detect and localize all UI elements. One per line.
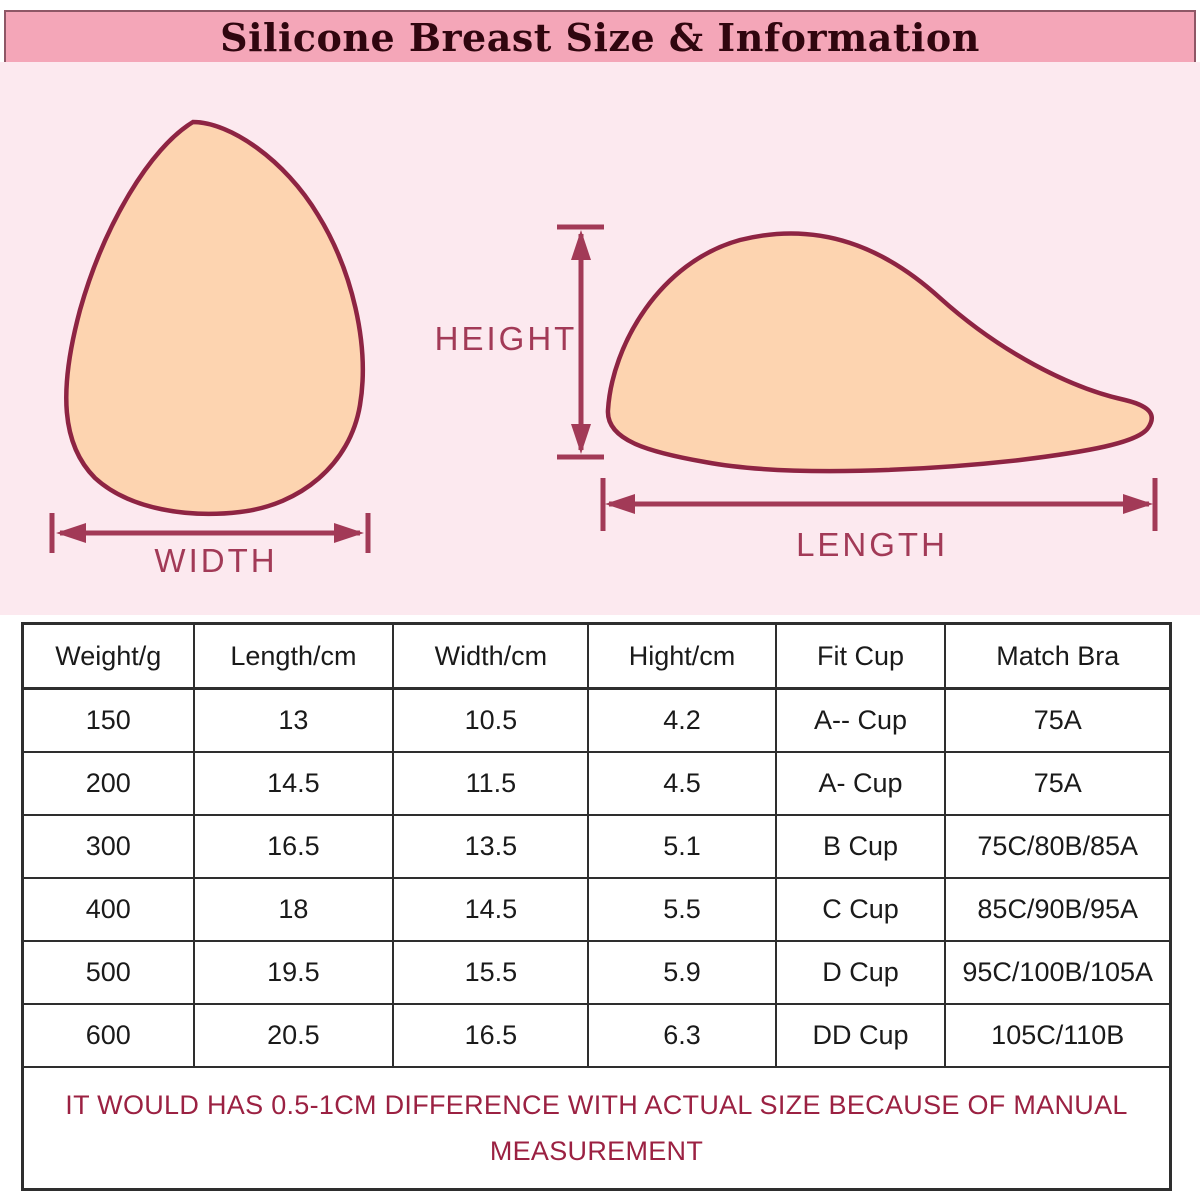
table-cell: C Cup [774, 877, 947, 942]
table-cell: 85C/90B/95A [944, 877, 1172, 942]
table-row: 300 16.5 13.5 5.1 B Cup 75C/80B/85A [21, 814, 1172, 879]
table-row: 500 19.5 15.5 5.9 D Cup 95C/100B/105A [21, 940, 1172, 1005]
column-header: Fit Cup [774, 622, 947, 690]
table-cell: 13 [192, 687, 395, 753]
table-row: 200 14.5 11.5 4.5 A- Cup 75A [21, 751, 1172, 816]
table-cell: 400 [21, 877, 195, 942]
table-cell: 300 [21, 814, 195, 879]
table-row: 600 20.5 16.5 6.3 DD Cup 105C/110B [21, 1003, 1172, 1068]
column-header: Weight/g [21, 622, 195, 690]
table-cell: 75A [944, 687, 1172, 753]
column-header: Width/cm [392, 622, 590, 690]
side-view-shape [605, 231, 1154, 474]
table-cell: 10.5 [392, 687, 590, 753]
measurement-note-line1: IT WOULD HAS 0.5-1CM DIFFERENCE WITH ACT… [65, 1090, 1128, 1120]
table-cell: 18 [192, 877, 395, 942]
column-header: Hight/cm [587, 622, 777, 690]
size-diagram: WIDTH HEIGHT LENGTH [49, 119, 1158, 579]
table-cell: 95C/100B/105A [944, 940, 1172, 1005]
column-header: Length/cm [192, 622, 395, 690]
length-dimension-arrow [600, 478, 1158, 531]
size-table: Weight/g Length/cm Width/cm Hight/cm Fit Cup… [21, 622, 1172, 1191]
table-cell: 150 [21, 687, 195, 753]
table-cell: B Cup [774, 814, 947, 879]
table-cell: 75C/80B/85A [944, 814, 1172, 879]
table-cell: DD Cup [774, 1003, 947, 1068]
table-cell: 6.3 [587, 1003, 777, 1068]
page-title: Silicone Breast Size & Information [220, 14, 980, 60]
table-cell: 5.5 [587, 877, 777, 942]
title-banner: Silicone Breast Size & Information [4, 10, 1196, 64]
table-cell: 200 [21, 751, 195, 816]
table-cell: 5.1 [587, 814, 777, 879]
table-row: 400 18 14.5 5.5 C Cup 85C/90B/95A [21, 877, 1172, 942]
table-cell: 4.2 [587, 687, 777, 753]
size-table-header-row: Weight/g Length/cm Width/cm Hight/cm Fit Cup… [21, 622, 1172, 690]
length-label: LENGTH [796, 526, 948, 563]
table-cell: 500 [21, 940, 195, 1005]
column-header: Match Bra [944, 622, 1172, 690]
width-label: WIDTH [154, 542, 277, 579]
table-cell: 16.5 [392, 1003, 590, 1068]
height-dimension-arrow [557, 224, 604, 460]
table-cell: 19.5 [192, 940, 395, 1005]
width-dimension-arrow [49, 513, 371, 553]
table-cell: 16.5 [192, 814, 395, 879]
table-cell: A- Cup [774, 751, 947, 816]
table-cell: 5.9 [587, 940, 777, 1005]
table-cell: 600 [21, 1003, 195, 1068]
front-view-shape [64, 119, 365, 517]
table-cell: 13.5 [392, 814, 590, 879]
table-cell: 105C/110B [944, 1003, 1172, 1068]
table-row: 150 13 10.5 4.2 A-- Cup 75A [21, 687, 1172, 753]
table-cell: D Cup [774, 940, 947, 1005]
table-cell: 14.5 [192, 751, 395, 816]
size-table-body: 150 13 10.5 4.2 A-- Cup 75A 200 14.5 11.5 4.5 A- C… [21, 687, 1172, 1068]
table-cell: 11.5 [392, 751, 590, 816]
size-diagram-section: WIDTH HEIGHT LENGTH [0, 62, 1200, 615]
table-cell: 4.5 [587, 751, 777, 816]
note-row: IT WOULD HAS 0.5-1CM DIFFERENCE WITH ACT… [21, 1066, 1172, 1191]
measurement-note: IT WOULD HAS 0.5-1CM DIFFERENCE WITH ACT… [21, 1066, 1172, 1191]
table-cell: A-- Cup [774, 687, 947, 753]
measurement-note-line2: MEASUREMENT [489, 1136, 704, 1166]
height-label: HEIGHT [435, 320, 578, 357]
table-cell: 14.5 [392, 877, 590, 942]
table-cell: 75A [944, 751, 1172, 816]
table-cell: 20.5 [192, 1003, 395, 1068]
table-cell: 15.5 [392, 940, 590, 1005]
